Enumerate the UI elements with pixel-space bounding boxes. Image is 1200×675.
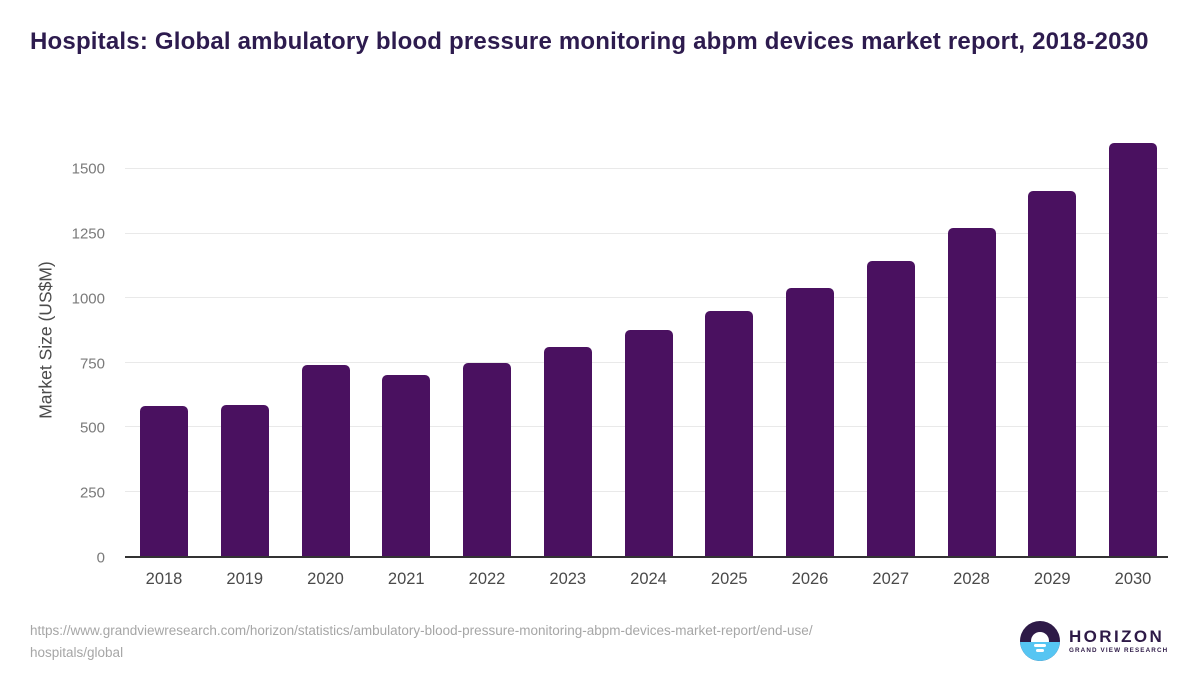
plot-area bbox=[125, 140, 1168, 558]
source-url: https://www.grandviewresearch.com/horizo… bbox=[30, 620, 990, 663]
bar-2029 bbox=[1028, 191, 1077, 556]
x-axis-labels: 2018 2019 2020 2021 2022 2023 2024 2025 2026 2027… bbox=[125, 570, 1168, 589]
chart-title: Hospitals: Global ambulatory blood press… bbox=[30, 28, 1149, 55]
bar-2025 bbox=[705, 311, 754, 556]
bar-2020 bbox=[301, 365, 350, 556]
gridline-1000 bbox=[125, 297, 1168, 299]
y-tick-label-1000: 1000 bbox=[71, 290, 105, 308]
x-tick-label-2030: 2030 bbox=[1114, 570, 1152, 588]
logo-text: HORIZON GRAND VIEW RESEARCH bbox=[1069, 628, 1168, 655]
y-tick-label-750: 750 bbox=[79, 355, 105, 373]
x-tick-label-2022: 2022 bbox=[468, 570, 506, 588]
reflection-dash bbox=[1034, 644, 1046, 647]
bar-2024 bbox=[624, 330, 673, 556]
x-tick-label-2025: 2025 bbox=[710, 570, 748, 588]
gridline-1250 bbox=[125, 232, 1168, 234]
x-tick-label-2027: 2027 bbox=[872, 570, 910, 588]
bar-2019 bbox=[220, 405, 269, 556]
x-tick-label-2024: 2024 bbox=[630, 570, 667, 588]
logo-sub-brand: GRAND VIEW RESEARCH bbox=[1069, 647, 1169, 655]
bars-row bbox=[125, 140, 1168, 556]
gridline-1500 bbox=[125, 168, 1168, 170]
y-tick-label-500: 500 bbox=[79, 419, 105, 437]
y-tick-label-250: 250 bbox=[79, 484, 105, 502]
horizon-logo: HORIZON GRAND VIEW RESEARCH bbox=[1020, 621, 1168, 661]
y-axis: 0 250 500 750 1000 1250 1500 bbox=[0, 140, 105, 567]
x-tick-label-2020: 2020 bbox=[307, 570, 344, 588]
bar-2030 bbox=[1109, 143, 1157, 556]
x-tick-label-2021: 2021 bbox=[387, 570, 425, 588]
bar-2018 bbox=[140, 406, 188, 556]
logo-brand-name: HORIZON bbox=[1069, 626, 1165, 646]
x-tick-label-2028: 2028 bbox=[953, 570, 990, 588]
y-tick-label-1500: 1500 bbox=[71, 160, 105, 178]
y-tick-label-0: 0 bbox=[96, 549, 105, 567]
bar-2021 bbox=[382, 375, 431, 556]
y-tick-label-1250: 1250 bbox=[71, 225, 105, 243]
bar-2023 bbox=[543, 347, 592, 556]
x-tick-label-2026: 2026 bbox=[791, 570, 829, 588]
x-tick-label-2019: 2019 bbox=[226, 570, 264, 588]
horizon-sun-icon bbox=[1020, 621, 1060, 661]
x-tick-label-2018: 2018 bbox=[145, 570, 183, 588]
reflection-dash bbox=[1036, 649, 1044, 652]
bar-2027 bbox=[866, 260, 915, 556]
bar-2022 bbox=[463, 362, 511, 556]
source-url-line-1: https://www.grandviewresearch.com/horizo… bbox=[30, 623, 813, 638]
x-tick-label-2029: 2029 bbox=[1033, 570, 1071, 588]
source-url-line-2: hospitals/global bbox=[30, 644, 124, 660]
water-shape bbox=[1020, 642, 1060, 661]
bar-2028 bbox=[947, 228, 996, 556]
bar-2026 bbox=[786, 287, 834, 556]
x-tick-label-2023: 2023 bbox=[549, 570, 587, 588]
